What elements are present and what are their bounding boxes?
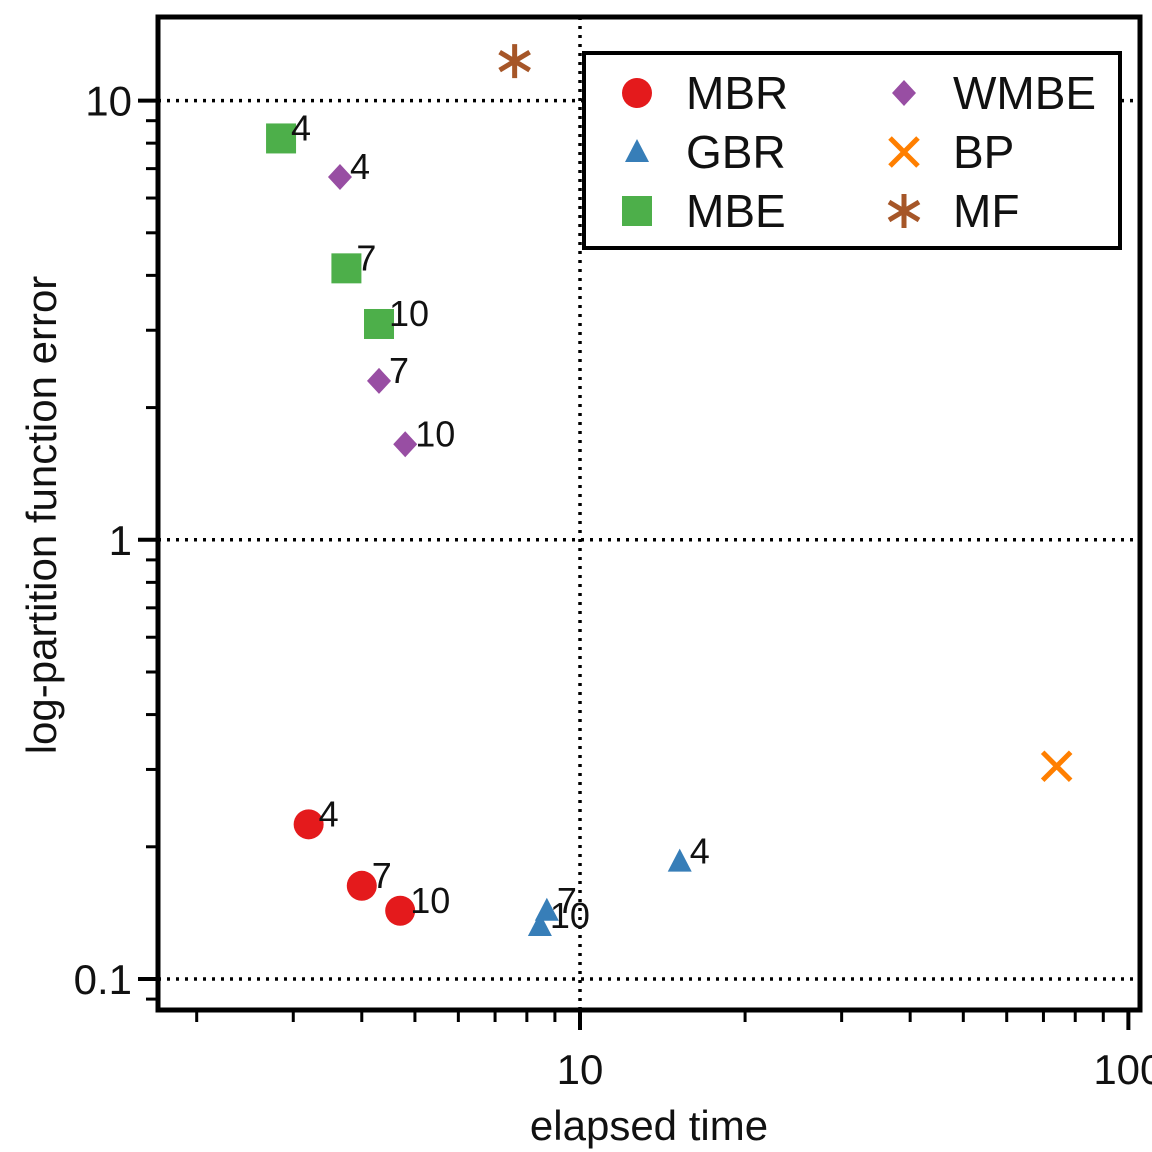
legend-label-mbr: MBR [686, 67, 788, 119]
data-point-wmbe [327, 163, 352, 190]
x-tick-label: 10 [557, 1046, 604, 1093]
y-axis-title: log-partition function error [18, 276, 65, 755]
data-point-mf [498, 44, 531, 79]
legend-marker-wmbe [892, 80, 916, 106]
legend-label-mf: MF [953, 185, 1019, 237]
data-point-gbr [527, 913, 552, 937]
data-label-gbr: 4 [690, 831, 710, 872]
data-label-gbr: 10 [550, 895, 590, 936]
legend-marker-mbr [622, 78, 652, 108]
data-label-mbe: 4 [291, 107, 311, 148]
legend-label-gbr: GBR [686, 126, 786, 178]
data-point-mbr [385, 895, 416, 926]
legend-marker-bp [888, 136, 920, 168]
legend-label-wmbe: WMBE [953, 67, 1096, 119]
y-tick-label: 1 [109, 517, 132, 564]
data-label-wmbe: 7 [389, 350, 409, 391]
data-point-gbr [667, 848, 692, 872]
legend-label-mbe: MBE [686, 185, 786, 237]
data-label-wmbe: 4 [350, 146, 370, 187]
data-point-wmbe [393, 431, 418, 458]
data-point-wmbe [367, 367, 392, 394]
legend-marker-mbe [622, 196, 652, 226]
data-point-mbe [266, 123, 297, 154]
data-label-gbr: 7 [557, 880, 577, 921]
data-label-mbr: 10 [410, 880, 450, 921]
data-label-mbr: 4 [319, 793, 339, 834]
y-tick-label: 0.1 [74, 956, 132, 1003]
data-point-mbr [293, 809, 324, 840]
legend-frame [582, 51, 1122, 250]
legend-marker-mf [887, 194, 921, 228]
legend-label-bp: BP [953, 126, 1014, 178]
data-label-wmbe: 10 [415, 413, 455, 454]
x-tick-label: 100 [1093, 1046, 1152, 1093]
data-point-mbe [364, 308, 395, 339]
grid-layer [158, 17, 1140, 1010]
data-label-mbe: 7 [356, 237, 376, 278]
y-tick-label: 10 [85, 78, 132, 125]
legend-marker-gbr [625, 139, 649, 162]
data-point-mbe [331, 253, 362, 284]
x-axis-title: elapsed time [530, 1102, 768, 1149]
data-label-mbr: 7 [372, 855, 392, 896]
data-label-mbe: 10 [389, 293, 429, 334]
legend: MBR GBR MBE WMBE BP MF [582, 51, 1122, 250]
data-point-mbr [346, 870, 377, 901]
plot-frame [155, 14, 1143, 1013]
data-point-bp [1040, 750, 1073, 783]
